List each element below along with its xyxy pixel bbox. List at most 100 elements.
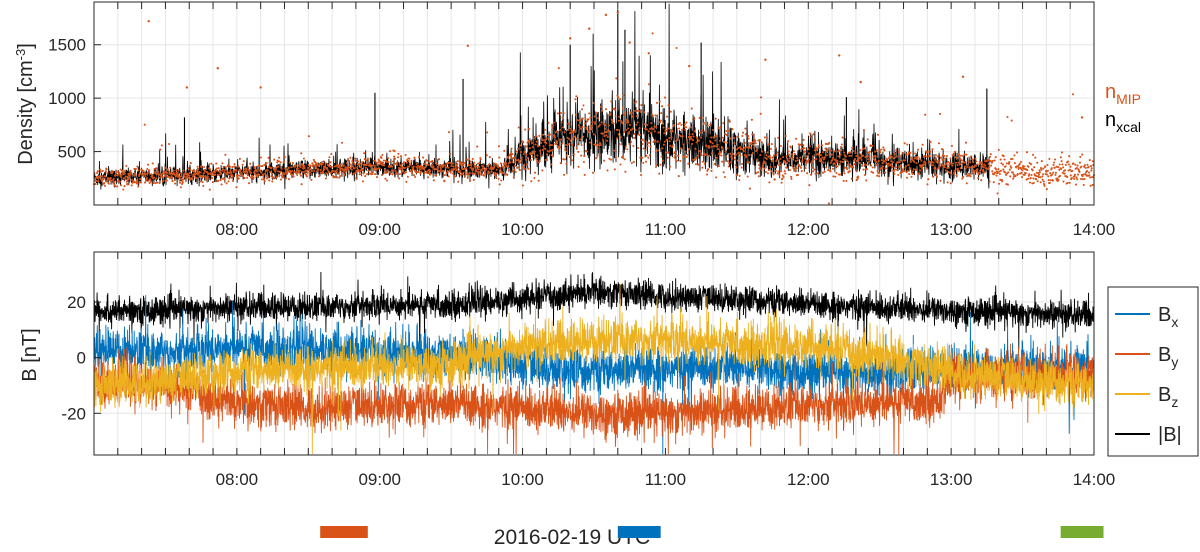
nmip-point <box>1046 169 1049 172</box>
nmip-point <box>866 138 869 141</box>
nmip-point <box>848 154 851 157</box>
legend-by-name: B <box>1158 344 1171 366</box>
nmip-point <box>1027 177 1030 180</box>
nmip-point <box>758 167 761 170</box>
nmip-point <box>339 174 342 178</box>
nmip-point <box>799 143 802 146</box>
nmip-point <box>706 169 709 172</box>
nmip-point <box>566 136 569 139</box>
nmip-point <box>169 166 172 169</box>
nmip-point <box>595 157 598 160</box>
nmip-point <box>785 166 788 169</box>
nmip-point <box>540 137 543 140</box>
nmip-point <box>637 109 640 112</box>
nmip-point <box>1083 177 1086 181</box>
nmip-point <box>757 175 760 178</box>
nmip-point <box>328 156 331 159</box>
nmip-point <box>272 177 275 180</box>
nmip-point <box>144 173 147 176</box>
nmip-point <box>727 165 730 168</box>
legend-bz-sub: z <box>1171 394 1178 410</box>
nmip-point <box>520 158 523 161</box>
nmip-point <box>618 143 621 146</box>
nmip-point <box>687 136 690 139</box>
nmip-point <box>582 160 585 164</box>
nmip-point <box>518 169 521 172</box>
nmip-point <box>99 168 102 171</box>
nmip-point <box>310 170 313 173</box>
nmip-point <box>299 174 302 177</box>
nmip-point <box>880 159 883 162</box>
nmip-point <box>382 159 385 162</box>
nmip-point <box>457 180 460 183</box>
nmip-point <box>613 168 616 171</box>
nmip-point <box>278 173 281 177</box>
nmip-point <box>595 111 598 114</box>
nmip-point <box>484 172 487 175</box>
nmip-point <box>187 176 190 179</box>
nmip-point <box>382 162 385 165</box>
nmip-point <box>580 154 583 157</box>
nmip-point <box>761 150 764 153</box>
nmip-point <box>629 129 632 132</box>
nmip-point <box>750 118 753 121</box>
nmip-point <box>599 105 603 108</box>
nmip-point <box>103 184 107 187</box>
nmip-point <box>758 139 761 142</box>
nmip-point <box>366 173 369 176</box>
nmip-point <box>932 161 935 164</box>
nmip-point <box>693 117 696 120</box>
nmip-point <box>977 177 980 180</box>
nmip-point <box>253 166 256 169</box>
nmip-point <box>560 138 563 141</box>
nmip-point <box>594 120 597 124</box>
nmip-point <box>904 166 907 169</box>
nmip-point <box>575 147 578 150</box>
nmip-point <box>148 181 151 185</box>
nmip-point <box>1040 160 1043 163</box>
nmip-point <box>1057 166 1060 169</box>
nmip-point <box>471 157 474 160</box>
nmip-point <box>950 173 953 176</box>
bfield-x-tick-label: 10:00 <box>501 470 544 489</box>
nmip-point <box>1056 177 1059 180</box>
nmip-point <box>1039 176 1042 179</box>
bfield-ylabel: B [nT] <box>19 328 41 381</box>
nmip-point <box>717 165 720 168</box>
nmip-point <box>770 170 773 173</box>
nmip-point <box>650 127 653 130</box>
nmip-point <box>668 137 671 140</box>
nmip-point <box>713 136 716 139</box>
nmip-point <box>516 147 520 150</box>
nmip-point <box>727 129 730 132</box>
nmip-point <box>526 163 529 166</box>
nmip-point <box>779 157 782 160</box>
nmip-point <box>933 166 936 169</box>
nmip-point <box>673 156 676 159</box>
nmip-point <box>689 135 693 138</box>
nmip-point <box>596 117 600 120</box>
nmip-point <box>407 159 410 163</box>
nmip-point <box>486 164 489 167</box>
nmip-point <box>206 175 209 178</box>
nmip-point <box>513 168 516 171</box>
nmip-point <box>1090 167 1093 170</box>
legend-nxcal-name: n <box>1105 109 1116 131</box>
nmip-point <box>1078 170 1081 173</box>
nmip-point <box>916 148 920 151</box>
nmip-point <box>299 172 302 176</box>
nmip-point <box>109 177 112 180</box>
nmip-point <box>738 174 741 177</box>
nmip-point <box>283 173 286 176</box>
nmip-point <box>533 176 536 180</box>
nmip-point <box>836 165 839 168</box>
nmip-point <box>275 168 278 171</box>
nmip-point <box>582 135 585 138</box>
nmip-point <box>123 185 126 188</box>
nmip-point <box>220 172 223 175</box>
nmip-point <box>617 119 621 122</box>
nmip-point <box>1002 155 1005 158</box>
nmip-point <box>538 159 541 162</box>
nmip-point <box>1066 181 1069 185</box>
nmip-point <box>571 159 574 162</box>
